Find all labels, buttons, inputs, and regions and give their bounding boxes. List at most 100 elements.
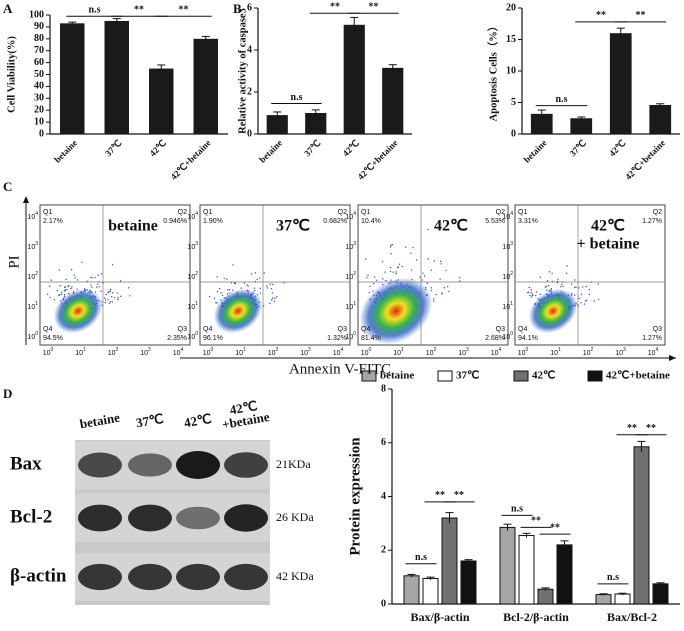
event-dot — [373, 282, 375, 285]
event-dot — [430, 269, 433, 271]
event-dot — [593, 300, 596, 302]
event-dot — [545, 285, 548, 288]
event-dot — [94, 276, 96, 279]
event-dot — [116, 292, 118, 294]
event-dot — [64, 289, 66, 292]
error-bar — [577, 116, 586, 120]
x-tick-label: 102 — [108, 347, 119, 357]
tick-base: 10 — [502, 274, 510, 281]
event-dot — [283, 282, 285, 284]
event-dot — [111, 301, 114, 303]
blot-band — [78, 563, 122, 591]
y-tick-label: 10 — [34, 116, 44, 127]
quadrant-percent: 1.32% — [327, 335, 347, 342]
event-dot — [100, 290, 102, 293]
x-tick-label: 104 — [648, 347, 659, 357]
significance-label: ** — [627, 423, 637, 434]
event-dot — [97, 274, 100, 276]
event-dot — [68, 284, 70, 287]
quadrant-name: Q2 — [653, 209, 662, 216]
error-bar — [445, 512, 454, 524]
event-dot — [585, 285, 587, 288]
tick-exponent: 1 — [195, 301, 198, 307]
event-dot — [273, 300, 276, 302]
event-dot — [550, 288, 553, 290]
bar — [614, 593, 631, 605]
event-dot — [369, 285, 371, 288]
quadrant-name: Q1 — [43, 209, 52, 216]
event-dot — [274, 297, 276, 299]
x-tick-label: 37℃ — [103, 138, 124, 159]
tick-exponent: 0 — [211, 347, 214, 353]
event-dot — [53, 299, 56, 301]
event-dot — [74, 277, 76, 279]
event-dot — [232, 289, 234, 291]
y-tick-label: 0 — [39, 128, 44, 139]
tick-base: 10 — [583, 350, 591, 357]
tick-base: 10 — [491, 350, 499, 357]
event-dot — [272, 297, 274, 299]
tick-exponent: 2 — [353, 271, 356, 277]
bar — [556, 544, 573, 605]
lane-label: betaine — [79, 410, 122, 432]
event-dot — [104, 299, 107, 301]
panel-title: 37℃ — [276, 218, 310, 235]
tick-base: 10 — [502, 334, 510, 341]
event-dot — [562, 285, 564, 287]
event-dot — [528, 286, 531, 289]
error-bar — [537, 109, 546, 118]
y-tick-label: 101 — [502, 301, 513, 311]
error-bar — [112, 18, 121, 24]
event-dot — [119, 280, 122, 282]
y-tick-label: 101 — [345, 301, 356, 311]
arrow-head — [669, 355, 676, 361]
y-tick-label: 0 — [381, 598, 386, 609]
bar — [266, 115, 288, 134]
error-bar — [350, 16, 359, 33]
event-dot — [226, 278, 228, 280]
y-tick-label: 2 — [381, 545, 386, 556]
tick-exponent: 4 — [499, 347, 502, 353]
y-tick-label: 102 — [502, 271, 513, 281]
legend-swatch — [361, 370, 377, 382]
event-dot — [256, 278, 258, 281]
y-tick-label: 15 — [506, 34, 516, 45]
significance-label: ** — [531, 516, 541, 527]
x-tick-label: Bax/β-actin — [411, 610, 470, 624]
y-tick-label: 50 — [34, 69, 44, 80]
y-tick-label: 104 — [27, 211, 38, 221]
y-tick-label: 4 — [381, 491, 386, 502]
event-dot — [365, 258, 367, 260]
tick-exponent: 3 — [195, 241, 198, 247]
y-axis-label: PI — [6, 255, 22, 268]
y-tick-label: 100 — [187, 331, 198, 341]
x-tick-label: 103 — [140, 347, 151, 357]
error-bar — [388, 64, 397, 71]
lane-label: +betaine — [221, 409, 271, 432]
bar — [460, 560, 477, 605]
event-dot — [221, 294, 224, 296]
significance-label: ** — [369, 2, 379, 13]
tick-base: 10 — [108, 350, 116, 357]
event-dot — [588, 288, 591, 291]
tick-base: 10 — [187, 334, 195, 341]
event-dot — [367, 274, 369, 276]
legend-label: 37℃ — [456, 370, 479, 382]
error-bar — [503, 523, 512, 531]
event-dot — [597, 283, 599, 285]
tick-base: 10 — [43, 350, 51, 357]
y-axis-label: Relative activity of caspase3 — [237, 8, 248, 134]
x-tick-label: 103 — [300, 347, 311, 357]
tick-base: 10 — [502, 244, 510, 251]
significance-label: n.s — [607, 572, 619, 583]
quadrant-name: Q1 — [518, 209, 527, 216]
event-dot — [565, 272, 568, 275]
event-dot — [580, 293, 583, 296]
x-tick-label: 102 — [426, 347, 437, 357]
blot-band — [78, 452, 122, 478]
quadrant-percent: 2.68% — [485, 335, 505, 342]
quadrant-percent: 3.31% — [518, 218, 538, 225]
event-dot — [427, 228, 429, 231]
quadrant-name: Q3 — [338, 326, 347, 333]
quadrant-name: Q4 — [203, 326, 212, 333]
